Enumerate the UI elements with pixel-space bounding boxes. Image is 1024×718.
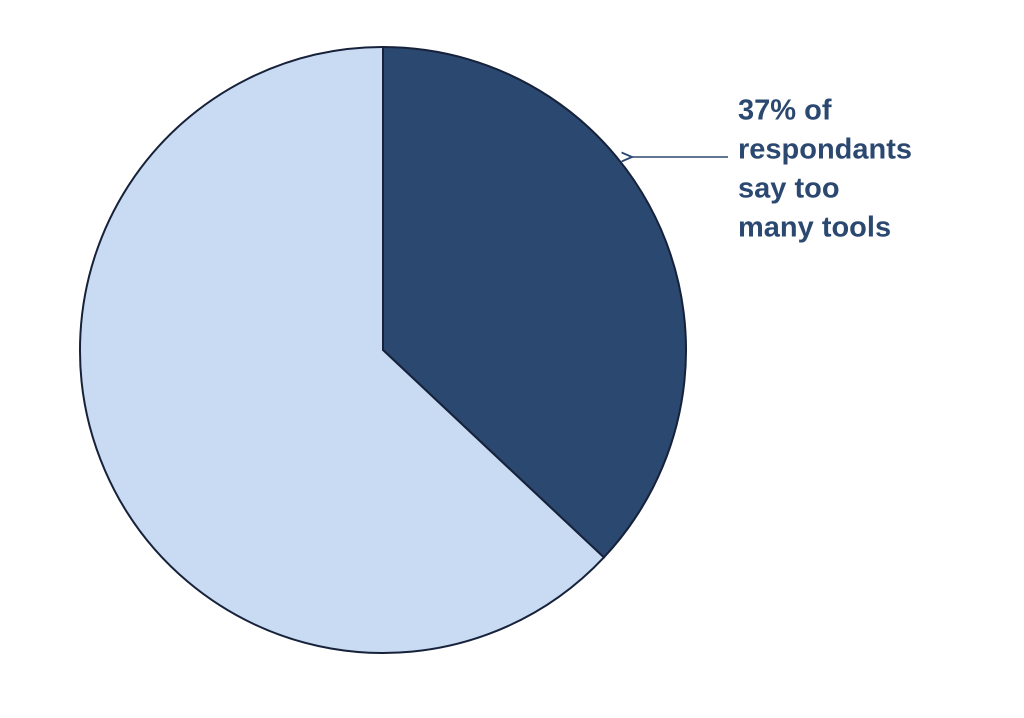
annotation-text: respondants bbox=[738, 134, 912, 166]
annotation-text: say too bbox=[738, 173, 840, 205]
annotation-text: many tools bbox=[738, 212, 891, 244]
annotation-text: 37% of bbox=[738, 95, 832, 127]
pie-slice bbox=[79, 45, 606, 654]
pie-slice bbox=[382, 45, 687, 559]
